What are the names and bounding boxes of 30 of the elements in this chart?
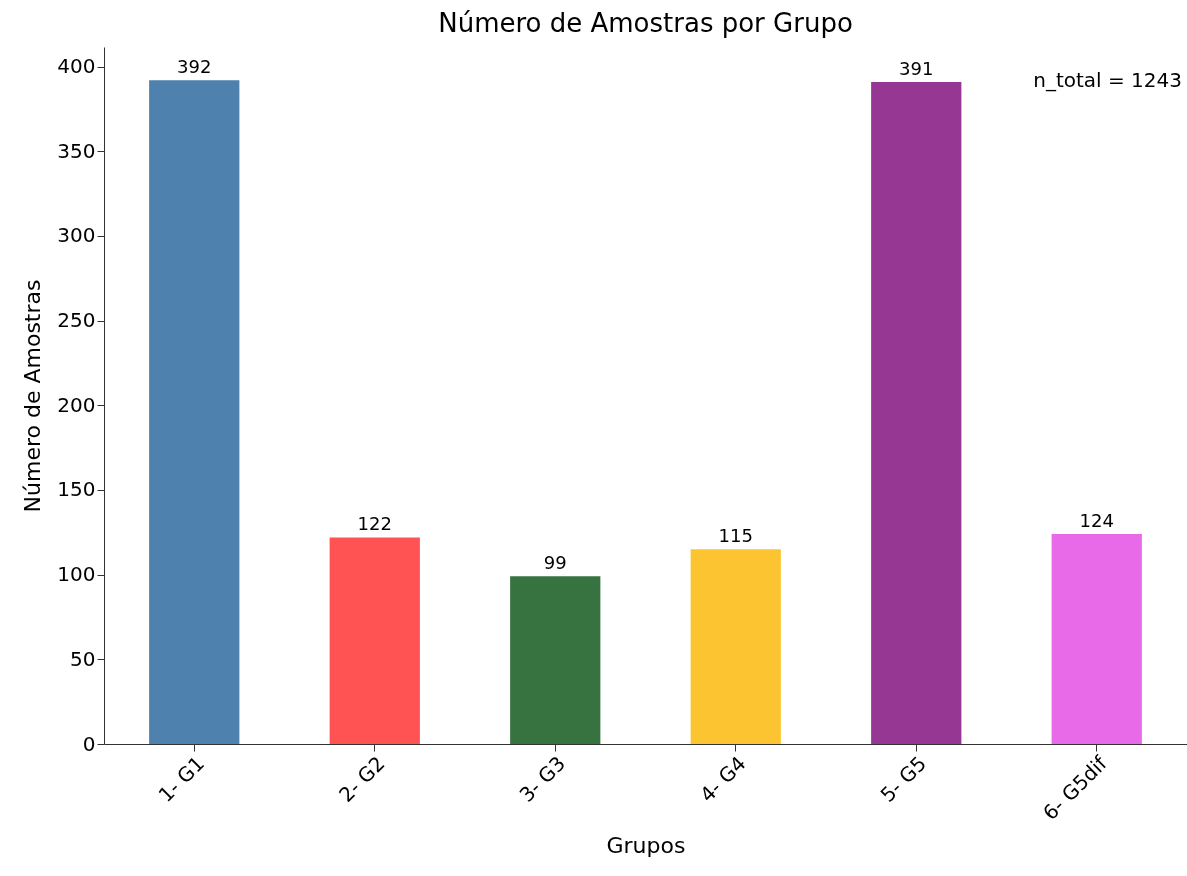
bar (871, 81, 962, 744)
data-label: 115 (718, 525, 753, 547)
y-tick-label: 300 (57, 223, 96, 248)
y-tick-label: 250 (57, 308, 96, 333)
y-tick-label: 200 (57, 392, 96, 417)
bar (1051, 534, 1142, 744)
x-tick-label: 4- G4 (695, 751, 751, 807)
y-tick-label: 150 (57, 477, 96, 502)
y-axis-title: Número de Amostras (20, 279, 46, 513)
data-label: 99 (543, 552, 567, 574)
y-tick-label: 0 (82, 731, 96, 756)
y-tick-label: 50 (70, 646, 96, 671)
x-axis-title: Grupos (606, 833, 686, 859)
data-label: 122 (357, 513, 392, 535)
bar (690, 549, 781, 744)
bar (510, 576, 601, 744)
annotation: n_total = 1243 (1033, 68, 1182, 92)
y-tick-label: 350 (57, 138, 96, 163)
x-tick-label: 2- G2 (334, 751, 390, 807)
y-tick-label: 100 (57, 562, 96, 587)
data-label: 392 (177, 56, 212, 78)
x-tick-label: 3- G3 (514, 751, 571, 807)
data-label: 124 (1079, 510, 1114, 532)
bar (149, 80, 240, 744)
data-label: 391 (899, 57, 934, 79)
y-tick-label: 400 (57, 54, 96, 79)
chart-title: Número de Amostras por Grupo (438, 8, 853, 38)
bar (329, 537, 420, 744)
x-tick-label: 5- G5 (875, 751, 932, 807)
x-tick-label: 1- G1 (153, 751, 210, 807)
